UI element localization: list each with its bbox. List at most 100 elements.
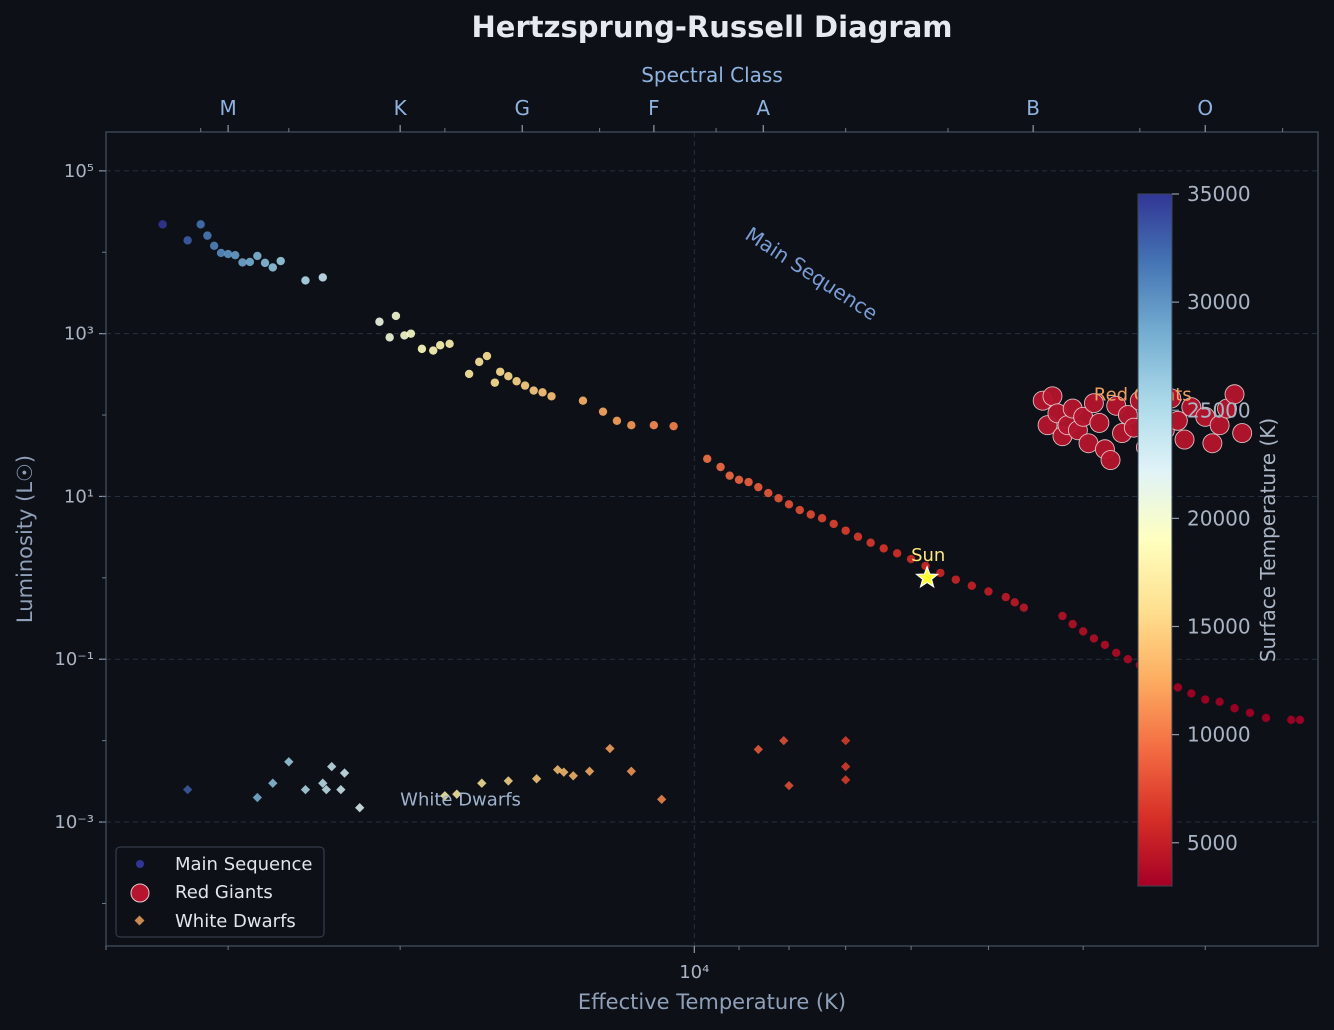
main-sequence-star (158, 220, 167, 229)
main-sequence-star (951, 575, 961, 584)
main-sequence-star (892, 549, 902, 558)
white-dwarf-star (605, 743, 615, 754)
main-sequence-star (754, 482, 763, 492)
colorbar-tick-label: 15000 (1187, 615, 1251, 639)
white-dwarf-star (300, 784, 311, 795)
white-dwarf-star (841, 775, 851, 785)
white-dwarf-star (503, 776, 513, 786)
legend-label-white-dwarfs: White Dwarfs (175, 911, 296, 932)
main-sequence-star (1187, 689, 1196, 698)
x-tick-label: 10⁴ (679, 962, 709, 983)
x-axis-ticks: 10⁴ (105, 946, 1206, 983)
main-sequence-star (520, 381, 530, 390)
spectral-class-K: K (394, 96, 408, 120)
main-sequence-star (417, 344, 427, 354)
main-sequence-star (806, 510, 815, 519)
x-axis-label: Effective Temperature (K) (578, 990, 846, 1014)
spectral-class-label: Spectral Class (641, 63, 783, 87)
main-sequence-star (253, 251, 262, 261)
main-sequence-star (203, 231, 212, 240)
red-giant-star (1181, 397, 1202, 418)
colorbar-bar (1137, 193, 1173, 887)
main-sequence-star (196, 220, 205, 229)
main-sequence-star (984, 587, 993, 596)
main-sequence-star (268, 263, 277, 272)
main-sequence-star (612, 416, 622, 425)
white-dwarf-star (268, 778, 278, 788)
main-sequence-star (1058, 611, 1067, 621)
white-dwarf-star (753, 744, 763, 755)
main-sequence-star (400, 331, 409, 340)
main-sequence-star (1245, 708, 1255, 717)
main-sequence-star (817, 514, 827, 523)
main-sequence-star (538, 388, 547, 397)
annotation-white-dwarfs: White Dwarfs (400, 789, 521, 810)
main-sequence-star (841, 526, 850, 535)
main-sequence-star (547, 392, 556, 401)
main-sequence-star (1123, 655, 1133, 664)
white-dwarf-star (584, 766, 595, 776)
spectral-class-B: B (1026, 96, 1040, 120)
spectral-class-M: M (219, 96, 236, 120)
main-sequence-star (464, 369, 474, 379)
y-axis-ticks: 10⁵ 10³ 10¹ 10⁻¹ 10⁻³ (54, 161, 106, 904)
y-tick-label: 10⁻³ (54, 812, 94, 833)
white-dwarf-star (477, 778, 487, 788)
main-sequence-star (716, 462, 725, 472)
colorbar-tick-label: 5000 (1187, 831, 1238, 855)
spectral-class-A: A (756, 96, 770, 120)
main-sequence-star (1019, 603, 1029, 612)
white-dwarf-star (626, 766, 636, 776)
red-giant-star (1100, 450, 1121, 470)
red-giant-star (1083, 393, 1104, 414)
main-sequence-star (1173, 683, 1183, 692)
chart-title: Hertzsprung-Russell Diagram (472, 10, 953, 44)
white-dwarf-star (339, 768, 350, 778)
main-sequence-star (1295, 715, 1305, 725)
main-sequence-star (429, 346, 438, 355)
white-dwarf-star (284, 757, 294, 767)
white-dwarf-star (784, 780, 794, 791)
main-sequence-star (475, 357, 484, 367)
main-sequence-star (482, 351, 492, 361)
main-sequence-star (445, 339, 454, 349)
legend-marker-white-dwarfs (134, 915, 145, 926)
y-tick-label: 10¹ (64, 486, 94, 507)
main-sequence-star (1230, 704, 1239, 713)
main-sequence-star (703, 454, 712, 463)
legend-marker-red-giants (130, 883, 150, 903)
main-sequence-star (1112, 648, 1121, 657)
main-sequence-star (725, 471, 734, 480)
main-sequence-star (301, 276, 310, 285)
main-sequence-star (1286, 715, 1296, 725)
white-dwarf-star (182, 784, 193, 795)
white-dwarf-star (252, 792, 263, 803)
legend-label-red-giants: Red Giants (175, 882, 273, 903)
colorbar-tick-label: 20000 (1187, 506, 1251, 530)
white-dwarf-star (656, 794, 667, 805)
plot-frame (105, 131, 1319, 947)
main-sequence-star (223, 249, 233, 259)
main-sequence-star (795, 505, 804, 515)
main-sequence-star (879, 544, 888, 553)
y-axis-label: Luminosity (L☉) (13, 455, 37, 623)
spectral-class-F: F (648, 96, 660, 120)
white-dwarf-star (452, 789, 462, 799)
main-sequence-star (1201, 695, 1210, 704)
main-sequence-star (375, 317, 384, 326)
main-sequence-star (906, 554, 916, 564)
main-sequence-star (216, 248, 226, 258)
main-sequence-star (391, 311, 401, 321)
main-sequence-star (495, 367, 505, 376)
red-giant-star (1232, 423, 1253, 444)
main-sequence-star (1215, 697, 1224, 706)
main-sequence-star (183, 236, 192, 245)
red-giant-star (1042, 386, 1063, 407)
main-sequence-star (406, 329, 416, 338)
main-sequence-star (784, 500, 794, 509)
main-sequence-star (385, 333, 394, 342)
main-sequence-star (936, 568, 945, 578)
y-tick-label: 10⁻¹ (54, 649, 94, 670)
main-sequence-star (866, 538, 875, 547)
red-giant-star (1089, 412, 1110, 433)
